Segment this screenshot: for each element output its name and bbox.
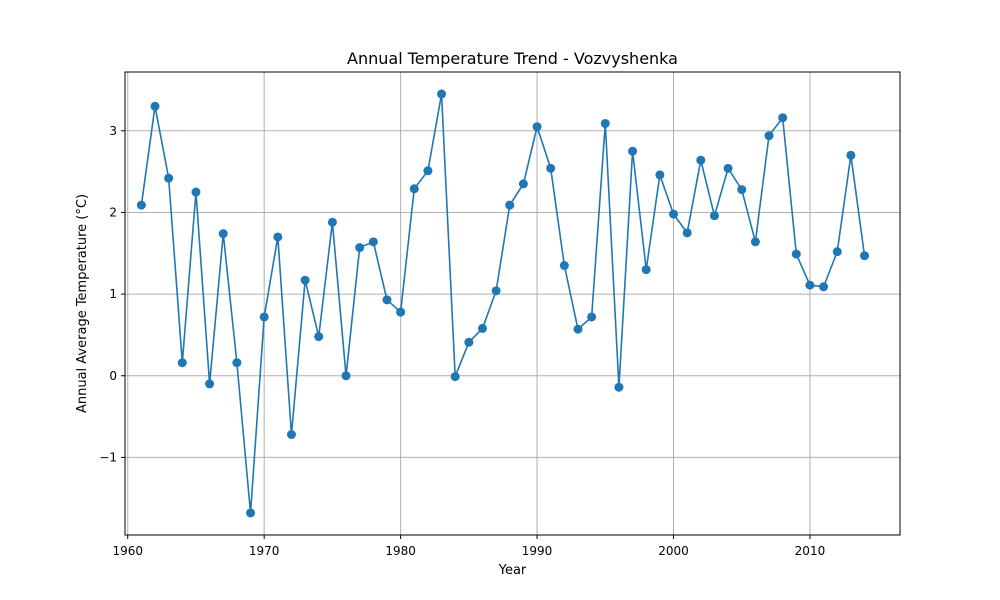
data-point (314, 332, 324, 342)
y-tick-label: −1 (99, 450, 117, 464)
data-point (846, 150, 856, 160)
data-point (464, 337, 474, 347)
axis-ticks: 1960 1970 1980 1990 2000 2010 −1 0 1 2 3 (99, 124, 825, 558)
data-point (423, 166, 433, 176)
chart-title: Annual Temperature Trend - Vozvyshenka (347, 49, 678, 68)
data-point (300, 275, 310, 285)
data-point (368, 237, 378, 247)
data-point (641, 265, 651, 275)
x-tick-label: 2000 (658, 544, 689, 558)
data-point (136, 200, 146, 210)
data-point (600, 118, 610, 128)
series (136, 89, 870, 518)
data-point (709, 211, 719, 221)
y-tick-label: 3 (109, 124, 117, 138)
data-point (409, 184, 419, 194)
data-point (382, 295, 392, 305)
data-point (177, 358, 187, 368)
data-point (327, 217, 337, 227)
data-point (150, 101, 160, 111)
y-tick-label: 1 (109, 287, 117, 301)
data-point (491, 286, 501, 296)
data-point (191, 187, 201, 197)
x-axis-label: Year (498, 563, 527, 578)
data-point (246, 508, 256, 518)
x-tick-label: 1980 (385, 544, 416, 558)
data-point (559, 261, 569, 271)
data-point (355, 243, 365, 253)
x-tick-label: 1990 (522, 544, 553, 558)
data-point (791, 249, 801, 259)
data-point (205, 379, 215, 389)
data-point (860, 251, 870, 261)
y-tick-label: 0 (109, 369, 117, 383)
data-point (805, 280, 815, 290)
data-point (546, 163, 556, 173)
data-point (696, 155, 706, 165)
data-point (273, 232, 283, 242)
data-point (259, 312, 269, 322)
data-point (750, 237, 760, 247)
data-point (655, 170, 665, 180)
data-point (518, 179, 528, 189)
data-point (614, 382, 624, 392)
data-point (232, 358, 242, 368)
data-point (628, 146, 638, 156)
x-tick-label: 1960 (112, 544, 143, 558)
data-point (723, 163, 733, 173)
plot-frame (124, 71, 901, 536)
data-point (573, 324, 583, 334)
data-point (819, 282, 829, 292)
x-tick-label: 1970 (249, 544, 280, 558)
data-point (450, 372, 460, 382)
data-point (669, 209, 679, 219)
data-point (778, 113, 788, 123)
data-point (764, 131, 774, 141)
data-point (396, 307, 406, 317)
data-point (437, 89, 447, 99)
data-point (737, 185, 747, 195)
data-point (477, 323, 487, 333)
y-axis-label: Annual Average Temperature (°C) (75, 194, 90, 413)
y-tick-label: 2 (109, 205, 117, 219)
x-tick-label: 2010 (795, 544, 826, 558)
data-point (832, 247, 842, 257)
data-point (682, 228, 692, 238)
temperature-series-line (140, 93, 866, 514)
data-point (341, 371, 351, 381)
data-point (505, 200, 515, 210)
data-point (532, 122, 542, 132)
data-point (218, 229, 228, 239)
data-point (286, 430, 296, 440)
data-point (587, 312, 597, 322)
data-point (164, 173, 174, 183)
